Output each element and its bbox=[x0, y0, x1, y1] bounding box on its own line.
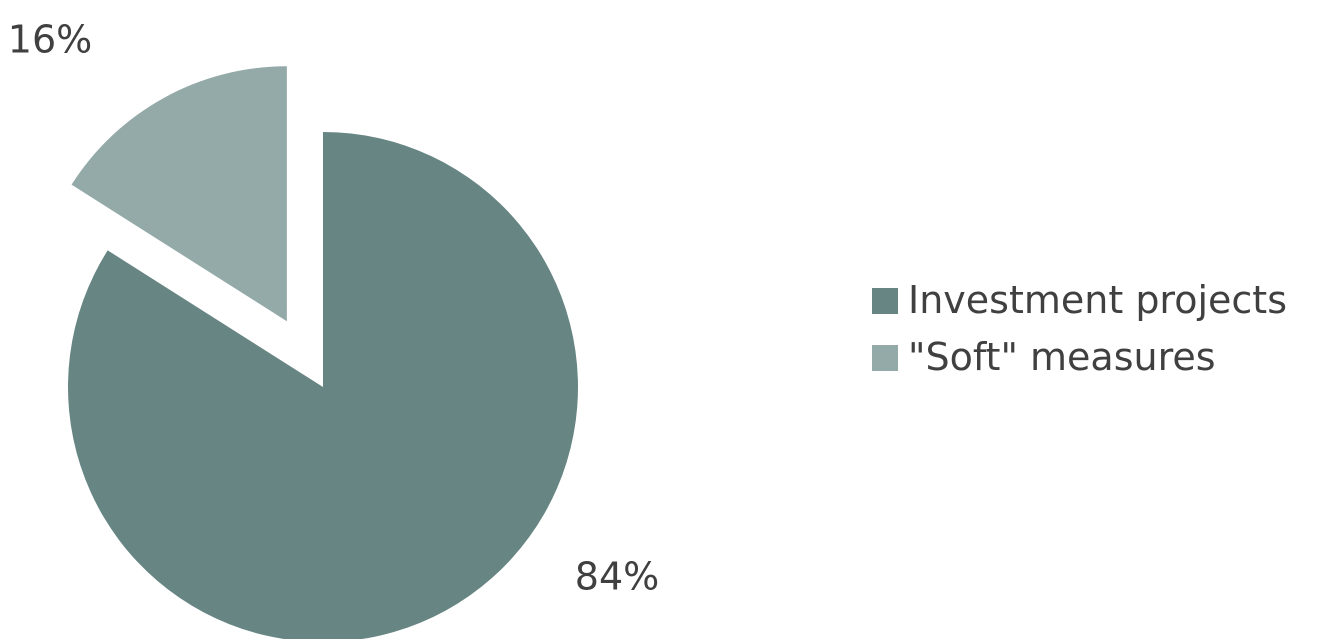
pie-slice-label-0: 84% bbox=[575, 555, 659, 599]
legend-swatch-investment-projects bbox=[872, 287, 898, 314]
pie-slice-0 bbox=[68, 132, 578, 639]
legend-label-soft-measures: "Soft" measures bbox=[908, 335, 1216, 379]
legend-item-investment-projects: Investment projects bbox=[872, 272, 1287, 329]
pie-slice-label-1: 16% bbox=[8, 18, 92, 62]
legend-label-investment-projects: Investment projects bbox=[908, 278, 1287, 322]
legend-item-soft-measures: "Soft" measures bbox=[872, 329, 1287, 386]
chart-legend: Investment projects "Soft" measures bbox=[872, 272, 1287, 386]
pie-slice-1 bbox=[71, 66, 287, 322]
legend-swatch-soft-measures bbox=[872, 344, 898, 371]
